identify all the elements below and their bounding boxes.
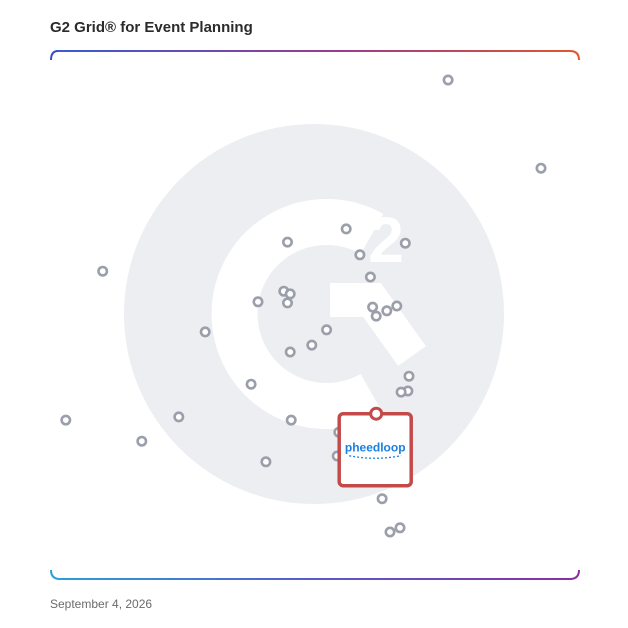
product-dot-15[interactable] bbox=[381, 305, 393, 317]
product-dot-8[interactable] bbox=[364, 271, 376, 283]
product-dot-1[interactable] bbox=[442, 74, 454, 86]
product-dot-18[interactable] bbox=[321, 324, 333, 336]
product-dot-24[interactable] bbox=[245, 378, 257, 390]
product-dot-20[interactable] bbox=[284, 346, 296, 358]
chart-title: G2 Grid® for Event Planning bbox=[50, 19, 253, 36]
product-dot-7[interactable] bbox=[354, 249, 366, 261]
product-dot-16[interactable] bbox=[370, 310, 382, 322]
product-dot-10[interactable] bbox=[284, 288, 296, 300]
highlighted-product[interactable]: pheedloop bbox=[337, 406, 413, 488]
product-dot-32[interactable] bbox=[376, 493, 388, 505]
product-dot-27[interactable] bbox=[285, 414, 297, 426]
product-dot-12[interactable] bbox=[281, 297, 293, 309]
g2-watermark-logo: 2 bbox=[124, 124, 504, 504]
product-dot-25[interactable] bbox=[60, 414, 72, 426]
product-dot-19[interactable] bbox=[306, 339, 318, 351]
product-dot-13[interactable] bbox=[367, 301, 379, 313]
svg-text:2: 2 bbox=[368, 204, 404, 276]
highlight-marker[interactable] bbox=[369, 406, 384, 421]
product-dot-29[interactable] bbox=[136, 435, 148, 447]
product-dot-6[interactable] bbox=[399, 237, 411, 249]
pheedloop-logo: pheedloop bbox=[345, 441, 406, 455]
logo-underline-icon bbox=[349, 455, 402, 459]
data-points bbox=[60, 74, 547, 538]
product-dot-2[interactable] bbox=[535, 162, 547, 174]
product-dot-33[interactable] bbox=[394, 522, 406, 534]
product-dot-17[interactable] bbox=[199, 326, 211, 338]
product-dot-21[interactable] bbox=[403, 370, 415, 382]
product-dot-31[interactable] bbox=[260, 456, 272, 468]
product-dot-23[interactable] bbox=[395, 386, 407, 398]
product-dot-3[interactable] bbox=[97, 265, 109, 277]
product-dot-14[interactable] bbox=[391, 300, 403, 312]
product-dot-34[interactable] bbox=[384, 526, 396, 538]
product-dot-4[interactable] bbox=[281, 236, 293, 248]
product-dot-5[interactable] bbox=[340, 223, 352, 235]
publish-date: September 4, 2026 bbox=[50, 597, 153, 611]
product-dot-26[interactable] bbox=[173, 411, 185, 423]
product-dot-11[interactable] bbox=[252, 296, 264, 308]
